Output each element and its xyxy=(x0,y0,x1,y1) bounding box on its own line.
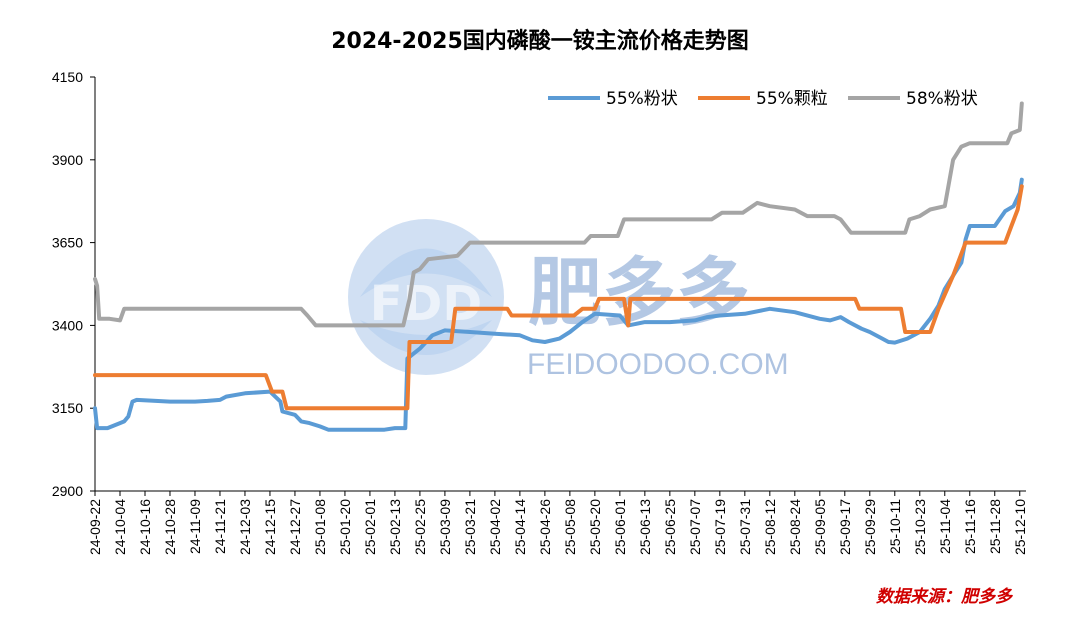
x-tick-label: 24-12-27 xyxy=(287,499,303,555)
x-tick-label: 25-11-16 xyxy=(962,499,978,554)
x-axis-ticks: 24-09-22 24-10-04 24-10-16 24-10-28 24-11-09… xyxy=(87,491,1028,555)
x-tick-label: 25-08-24 xyxy=(787,499,803,555)
series-line-3 xyxy=(93,101,1024,328)
x-tick-label: 25-06-25 xyxy=(662,499,678,555)
y-tick-label: 4150 xyxy=(52,69,83,85)
legend-label-3: 58%粉状 xyxy=(906,89,978,109)
x-tick-label: 25-07-31 xyxy=(737,499,753,555)
y-tick-label: 3150 xyxy=(52,400,83,416)
x-tick-label: 25-04-14 xyxy=(512,499,528,555)
watermark-logo-circle xyxy=(348,219,504,375)
watermark-logo-wave-icon xyxy=(360,320,492,355)
y-tick-label: 2900 xyxy=(52,483,83,499)
x-tick-label: 24-10-04 xyxy=(112,499,128,555)
y-axis-ticks: 4150 3900 3650 3400 3150 2900 xyxy=(52,69,95,499)
watermark-badge-text: FDD xyxy=(370,276,482,332)
x-tick-label: 25-07-07 xyxy=(687,499,703,555)
series-line-1 xyxy=(93,177,1024,432)
x-tick-label: 25-03-09 xyxy=(437,499,453,555)
x-tick-label: 24-10-16 xyxy=(137,499,153,555)
y-tick-label: 3900 xyxy=(52,152,83,168)
x-tick-label: 25-02-13 xyxy=(387,499,403,555)
x-tick-label: 25-10-23 xyxy=(912,499,928,555)
x-tick-label: 24-11-21 xyxy=(212,499,228,554)
watermark-logo-leaf-icon xyxy=(360,248,492,297)
x-tick-label: 25-09-17 xyxy=(837,499,853,555)
x-tick-label: 25-04-26 xyxy=(537,499,553,555)
x-tick-label: 25-01-20 xyxy=(337,499,353,555)
x-tick-label: 25-09-05 xyxy=(812,499,828,555)
chart-title: 2024-2025国内磷酸一铵主流价格走势图 xyxy=(331,28,749,54)
x-tick-label: 25-02-25 xyxy=(412,499,428,555)
x-tick-label: 24-11-09 xyxy=(187,499,203,554)
series-lines xyxy=(93,101,1024,432)
x-tick-label: 25-01-08 xyxy=(312,499,328,555)
x-tick-label: 25-09-29 xyxy=(862,499,878,555)
legend-label-1: 55%粉状 xyxy=(606,89,678,109)
x-tick-label: 25-05-08 xyxy=(562,499,578,555)
x-tick-label: 25-05-20 xyxy=(587,499,603,555)
x-tick-label: 25-06-01 xyxy=(612,499,628,555)
x-tick-label: 25-04-02 xyxy=(487,499,503,555)
x-tick-label: 24-12-03 xyxy=(237,499,253,555)
x-tick-label: 24-10-28 xyxy=(162,499,178,555)
y-tick-label: 3650 xyxy=(52,235,83,251)
x-tick-label: 25-08-12 xyxy=(762,499,778,555)
x-tick-label: 25-07-19 xyxy=(712,499,728,555)
legend: 55%粉状 55%颗粒 58%粉状 xyxy=(548,89,978,109)
legend-label-2: 55%颗粒 xyxy=(756,89,828,109)
x-tick-label: 24-09-22 xyxy=(87,499,103,555)
x-tick-label: 25-06-13 xyxy=(637,499,653,555)
x-tick-label: 25-12-10 xyxy=(1012,499,1028,555)
x-tick-label: 25-02-01 xyxy=(362,499,378,555)
x-tick-label: 24-12-15 xyxy=(262,499,278,555)
data-source-label: 数据来源：肥多多 xyxy=(876,587,1014,607)
watermark-url-text: FEIDOODOO.COM xyxy=(527,348,789,381)
x-tick-label: 25-11-28 xyxy=(987,499,1003,554)
x-tick-label: 25-11-04 xyxy=(937,499,953,554)
x-tick-label: 25-10-11 xyxy=(887,499,903,554)
x-tick-label: 25-03-21 xyxy=(462,499,478,555)
series-line-2 xyxy=(93,184,1024,411)
y-tick-label: 3400 xyxy=(52,317,83,333)
